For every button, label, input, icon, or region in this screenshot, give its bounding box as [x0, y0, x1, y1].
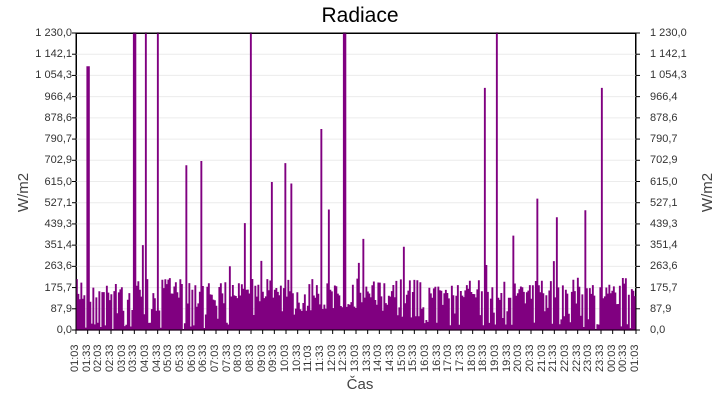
- x-tick-label: 00:03: [605, 344, 618, 372]
- y-axis-label-right: W/m2: [699, 172, 717, 213]
- y-tick-label: 263,6: [650, 260, 678, 273]
- y-tick-label: 878,6: [650, 111, 678, 124]
- x-tick-label: 19:03: [489, 344, 501, 372]
- y-tick-label: 1 230,0: [35, 27, 72, 39]
- x-tick-label: 10:03: [279, 344, 291, 372]
- y-tick-label: 439,3: [650, 217, 678, 230]
- x-tick-label: 04:03: [139, 344, 151, 372]
- x-tick-label: 07:33: [220, 344, 233, 372]
- x-tick-label: 20:03: [512, 344, 525, 372]
- x-tick-label: 23:03: [582, 344, 595, 372]
- x-tick-label: 19:33: [500, 344, 513, 372]
- y-tick-label: 966,4: [650, 90, 678, 103]
- x-tick-label: 05:03: [162, 344, 175, 372]
- y-tick-label: 1 142,1: [650, 48, 687, 61]
- x-tick-label: 03:03: [115, 344, 128, 372]
- y-tick-label: 263,6: [44, 260, 72, 273]
- y-tick-label: 790,7: [44, 133, 72, 146]
- x-tick-label: 05:33: [174, 344, 186, 372]
- x-tick-label: 18:33: [477, 344, 490, 372]
- x-tick-label: 14:03: [372, 344, 385, 372]
- x-tick-label: 01:03: [69, 344, 81, 372]
- y-tick-label: 439,3: [44, 217, 72, 230]
- x-tick-label: 02:33: [104, 344, 116, 372]
- y-tick-label: 702,9: [44, 154, 72, 167]
- x-tick-label: 16:03: [419, 344, 431, 372]
- y-tick-label: 0,0: [650, 324, 666, 336]
- x-tick-label: 06:33: [197, 344, 210, 372]
- x-tick-label: 11:33: [314, 345, 326, 372]
- x-tick-label: 22:33: [570, 344, 583, 372]
- x-tick-label: 03:33: [127, 344, 140, 372]
- x-tick-label: 15:33: [407, 344, 420, 372]
- x-tick-label: 20:33: [524, 344, 536, 372]
- y-tick-label: 527,1: [44, 196, 72, 209]
- y-tick-label: 351,4: [44, 239, 72, 252]
- x-tick-label: 15:03: [395, 344, 408, 372]
- y-tick-label: 966,4: [44, 90, 72, 103]
- x-tick-label: 01:03: [629, 344, 641, 372]
- x-tick-label: 08:03: [232, 344, 245, 372]
- y-tick-label: 790,7: [650, 133, 678, 146]
- x-tick-label: 09:33: [267, 344, 280, 372]
- x-tick-label: 17:03: [442, 344, 455, 372]
- x-tick-label: 23:33: [594, 344, 606, 372]
- x-tick-label: 18:03: [465, 344, 478, 372]
- y-tick-label: 0,0: [56, 324, 72, 336]
- y-tick-label: 87,9: [650, 302, 672, 315]
- y-tick-label: 87,9: [50, 302, 72, 315]
- x-tick-label: 11:03: [302, 345, 315, 372]
- y-tick-label: 615,0: [650, 175, 678, 188]
- y-tick-label: 175,7: [44, 281, 72, 294]
- y-tick-label: 615,0: [44, 175, 72, 188]
- y-tick-label: 1 054,3: [650, 69, 687, 82]
- y-tick-label: 1 230,0: [650, 27, 687, 39]
- x-tick-label: 07:03: [209, 344, 221, 372]
- x-tick-label: 12:33: [337, 344, 350, 372]
- x-tick-label: 00:33: [617, 344, 630, 372]
- x-tick-label: 17:33: [454, 344, 466, 372]
- y-tick-label: 351,4: [650, 239, 678, 252]
- x-tick-label: 12:03: [325, 344, 338, 372]
- x-tick-label: 14:33: [384, 344, 396, 372]
- chart-title: Radiace: [321, 4, 399, 27]
- x-tick-label: 22:03: [559, 344, 571, 372]
- x-tick-label: 08:33: [244, 344, 256, 372]
- x-tick-label: 01:33: [80, 344, 93, 372]
- y-tick-label: 1 054,3: [35, 69, 72, 82]
- x-tick-label: 13:03: [349, 344, 361, 372]
- x-axis-label: Čas: [346, 376, 374, 393]
- y-tick-label: 527,1: [650, 196, 678, 209]
- x-tick-label: 04:33: [150, 344, 163, 372]
- y-tick-label: 175,7: [650, 281, 678, 294]
- x-tick-label: 10:33: [290, 344, 303, 372]
- y-tick-label: 878,6: [44, 111, 72, 124]
- x-tick-label: 09:03: [255, 344, 268, 372]
- x-tick-label: 13:33: [360, 344, 373, 372]
- y-tick-label: 1 142,1: [35, 48, 72, 61]
- x-tick-label: 21:03: [535, 344, 548, 372]
- y-tick-label: 702,9: [650, 154, 678, 167]
- y-axis-label-left: W/m2: [15, 172, 33, 213]
- x-tick-label: 16:33: [430, 344, 443, 372]
- x-tick-label: 06:03: [185, 344, 198, 372]
- x-tick-label: 21:33: [547, 344, 560, 372]
- x-tick-label: 02:03: [92, 344, 105, 372]
